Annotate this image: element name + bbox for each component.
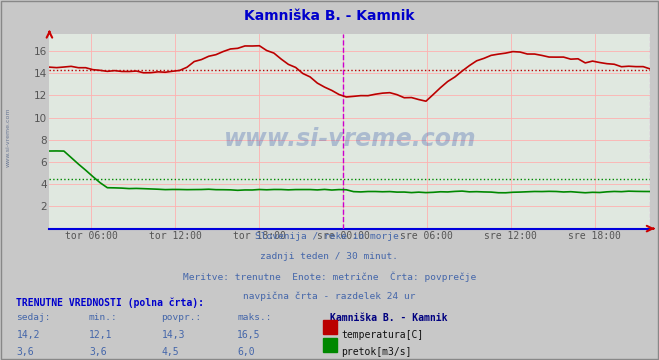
Text: Meritve: trenutne  Enote: metrične  Črta: povprečje: Meritve: trenutne Enote: metrične Črta: …: [183, 272, 476, 282]
Text: 16,5: 16,5: [237, 330, 261, 341]
Text: 14,2: 14,2: [16, 330, 40, 341]
Text: 3,6: 3,6: [89, 347, 107, 357]
Text: zadnji teden / 30 minut.: zadnji teden / 30 minut.: [260, 252, 399, 261]
Text: TRENUTNE VREDNOSTI (polna črta):: TRENUTNE VREDNOSTI (polna črta):: [16, 297, 204, 307]
Text: 4,5: 4,5: [161, 347, 179, 357]
Text: pretok[m3/s]: pretok[m3/s]: [341, 347, 412, 357]
Text: Kamniška B. - Kamnik: Kamniška B. - Kamnik: [330, 313, 447, 323]
Text: Kamniška B. - Kamnik: Kamniška B. - Kamnik: [244, 9, 415, 23]
Text: www.si-vreme.com: www.si-vreme.com: [5, 107, 11, 167]
Text: www.si-vreme.com: www.si-vreme.com: [223, 127, 476, 151]
Text: 3,6: 3,6: [16, 347, 34, 357]
Text: 14,3: 14,3: [161, 330, 185, 341]
Text: povpr.:: povpr.:: [161, 313, 202, 322]
Text: sedaj:: sedaj:: [16, 313, 51, 322]
Text: temperatura[C]: temperatura[C]: [341, 330, 424, 341]
Text: maks.:: maks.:: [237, 313, 272, 322]
Text: navpična črta - razdelek 24 ur: navpična črta - razdelek 24 ur: [243, 292, 416, 301]
Text: min.:: min.:: [89, 313, 118, 322]
Text: 6,0: 6,0: [237, 347, 255, 357]
Text: 12,1: 12,1: [89, 330, 113, 341]
Text: Slovenija / reke in morje.: Slovenija / reke in morje.: [255, 232, 404, 241]
